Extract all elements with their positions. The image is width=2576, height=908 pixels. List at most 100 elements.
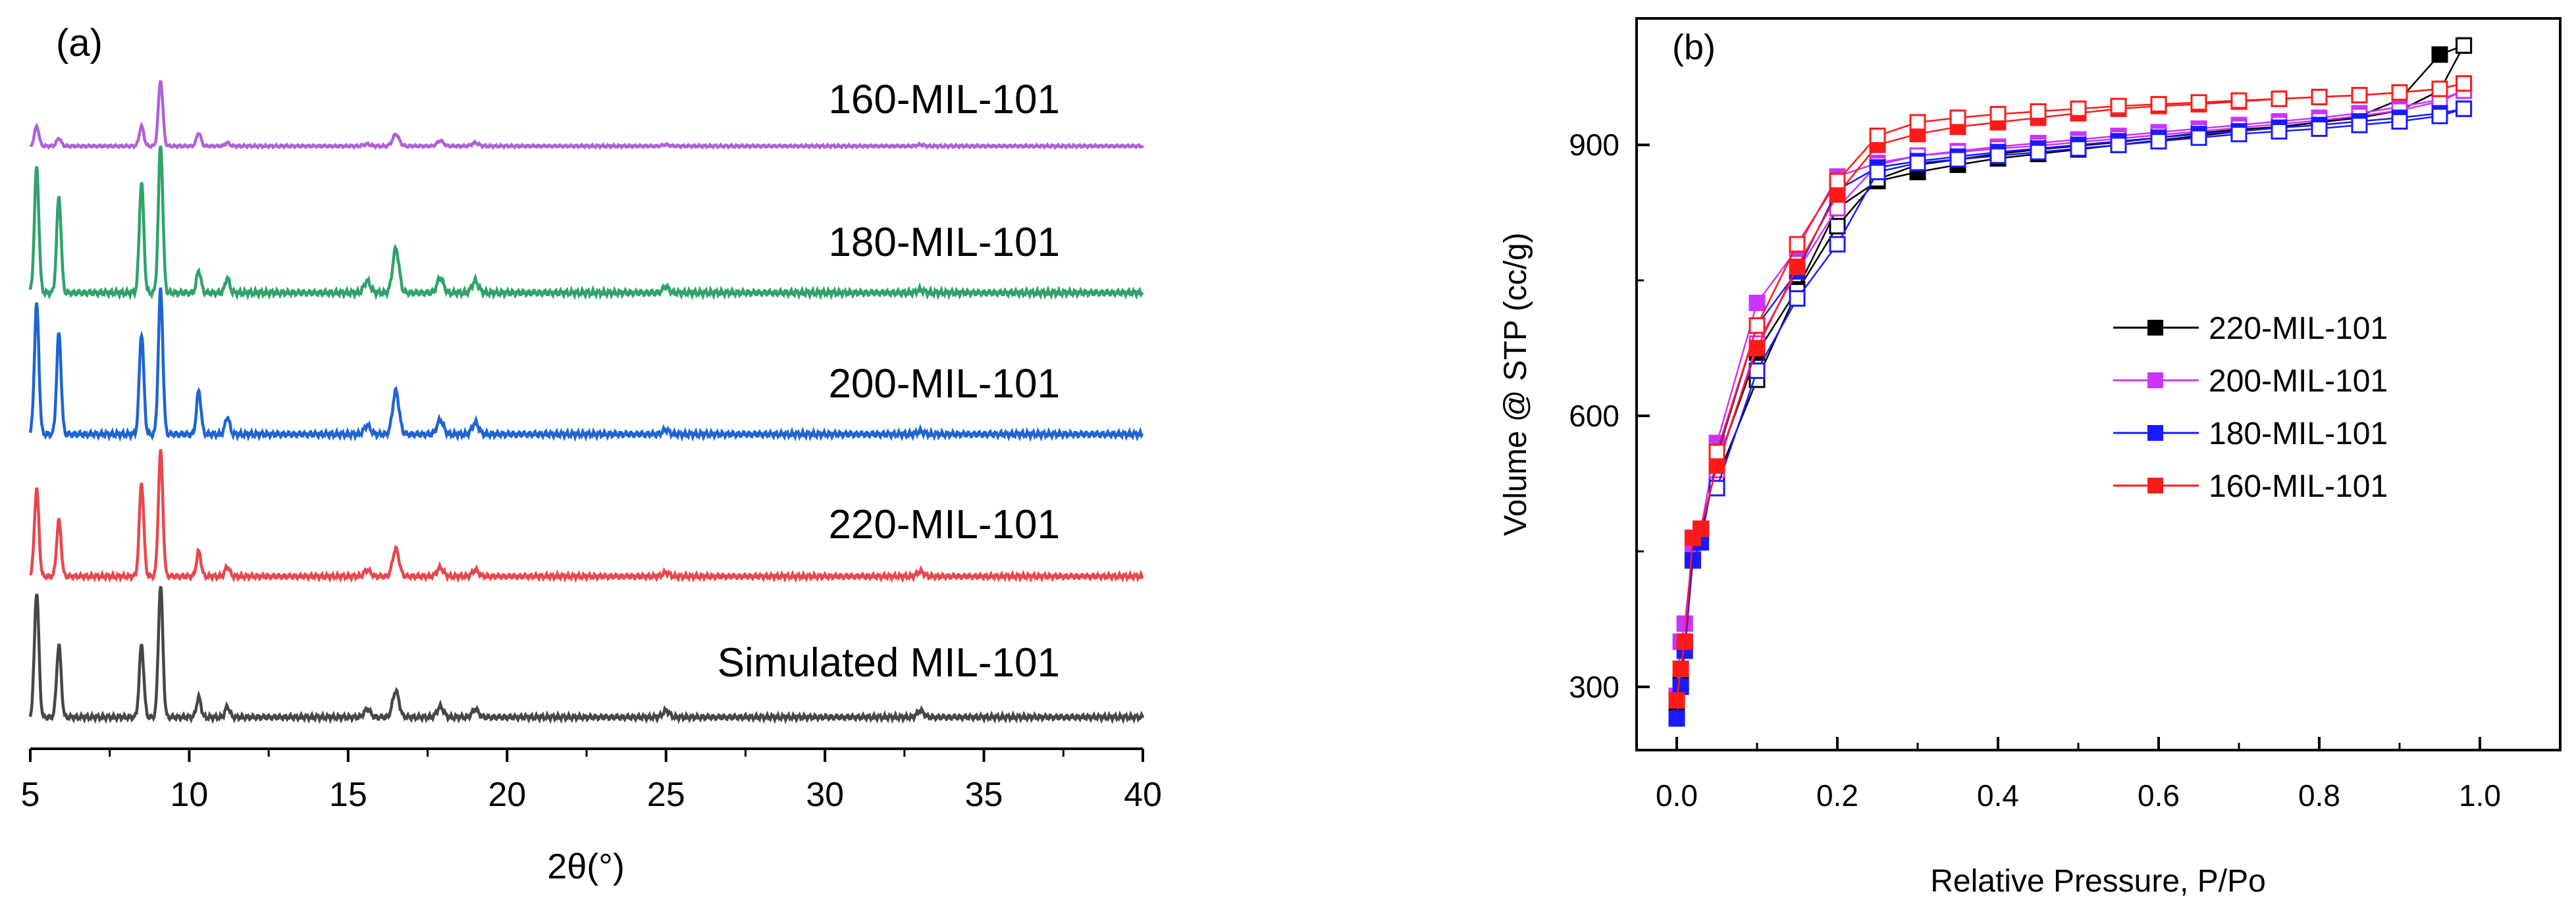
desorption-point [2150, 95, 2167, 113]
desorption-point [2070, 100, 2087, 117]
legend-marker [2147, 425, 2163, 441]
xrd-pattern-label: 180-MIL-101 [828, 220, 1060, 265]
panel-b-x-tick-label: 0.6 [2138, 778, 2180, 813]
xrd-pattern-line [28, 287, 1144, 442]
panel-b-y-tick-label: 600 [1569, 399, 1619, 433]
desorption-point [2456, 37, 2473, 54]
legend-label: 220-MIL-101 [2209, 311, 2388, 346]
panel-a-x-tick-label: 35 [965, 776, 1003, 814]
legend-label: 160-MIL-101 [2209, 469, 2388, 504]
desorption-point [2456, 100, 2473, 117]
xrd-pattern-label: 160-MIL-101 [828, 77, 1060, 122]
desorption-point [1829, 236, 1846, 253]
legend-marker [2147, 372, 2163, 388]
desorption-point [2150, 133, 2167, 150]
desorption-point [2311, 120, 2328, 137]
isotherm-series [1668, 100, 2473, 727]
panel-a-x-tick-label: 30 [806, 776, 844, 814]
panel-b-x-tick-label: 0.8 [2298, 778, 2340, 813]
adsorption-point [2431, 46, 2448, 63]
desorption-point [2431, 80, 2448, 97]
desorption-point [2431, 107, 2448, 124]
panel-b-x-tick-label: 0.0 [1656, 778, 1698, 813]
adsorption-point [1748, 294, 1766, 311]
legend-marker [2147, 320, 2163, 336]
desorption-point [2391, 113, 2408, 130]
desorption-point [1949, 109, 1966, 126]
panel-a-series-labels: Simulated MIL-101 220-MIL-101 200-MIL-101 1… [718, 77, 1060, 686]
desorption-point [1829, 172, 1846, 189]
desorption-point [2311, 88, 2328, 105]
desorption-point [2271, 90, 2288, 107]
desorption-point [1748, 362, 1766, 379]
panel-b-isotherm: (b) 0.0 0.2 0.4 0.6 0.8 1.0 300 600 900 220-MIL-… [1498, 17, 2562, 899]
panel-a-series [28, 80, 1145, 724]
xrd-pattern-label: Simulated MIL-101 [718, 640, 1060, 686]
panel-b-label: (b) [1672, 28, 1716, 67]
xrd-pattern-line [29, 449, 1144, 584]
desorption-point [1748, 317, 1766, 334]
adsorption-line [1675, 108, 2464, 719]
adsorption-point [1789, 259, 1806, 276]
adsorption-point [1676, 615, 1693, 632]
desorption-point [1909, 155, 1926, 172]
adsorption-point [1668, 692, 1685, 709]
desorption-point [2271, 123, 2288, 140]
panel-a-x-tick-label: 20 [488, 776, 526, 814]
desorption-point [1829, 218, 1846, 235]
panel-a-x-tick-label: 40 [1124, 776, 1162, 814]
adsorption-point [1672, 678, 1689, 695]
desorption-point [1909, 114, 1926, 131]
panel-b-x-axis-label: Relative Pressure, P/Po [1930, 864, 2266, 899]
desorption-point [2230, 92, 2247, 109]
desorption-point [1708, 443, 1725, 461]
desorption-point [2110, 97, 2127, 114]
desorption-point [2190, 94, 2207, 111]
panel-b-y-tick-label: 300 [1569, 670, 1619, 704]
desorption-point [2190, 129, 2207, 146]
panel-b-x-tick-label: 0.2 [1816, 778, 1858, 813]
xrd-pattern-line [29, 80, 1144, 150]
legend-item: 200-MIL-101 [2113, 364, 2388, 399]
adsorption-point [1684, 552, 1701, 569]
desorption-point [1789, 290, 1806, 307]
xrd-pattern-label: 200-MIL-101 [828, 361, 1060, 407]
panel-a-x-ticks: 5 10 15 20 25 30 35 40 [21, 749, 1162, 814]
panel-a-x-axis-label: 2θ(°) [547, 847, 625, 886]
panel-b-y-axis-label: Volume @ STP (cc/g) [1498, 232, 1533, 536]
desorption-point [1708, 480, 1725, 497]
adsorption-point [1672, 660, 1689, 677]
desorption-point [2030, 143, 2047, 161]
desorption-point [1789, 236, 1806, 253]
legend-item: 220-MIL-101 [2113, 311, 2388, 346]
legend-item: 160-MIL-101 [2113, 469, 2388, 504]
panel-b-frame [1635, 17, 2562, 751]
legend-marker [2147, 478, 2163, 493]
panel-a-x-tick-label: 25 [647, 776, 685, 814]
legend-label: 180-MIL-101 [2209, 416, 2388, 451]
isotherm-series [1668, 75, 2473, 709]
panel-b-series [1668, 37, 2473, 727]
desorption-point [1869, 163, 1886, 180]
legend-label: 200-MIL-101 [2209, 364, 2388, 399]
desorption-point [1869, 127, 1886, 144]
panel-b-y-tick-label: 900 [1569, 128, 1619, 162]
desorption-point [2456, 75, 2473, 92]
panel-b-x-tick-label: 0.4 [1977, 778, 2019, 813]
desorption-point [2030, 103, 2047, 120]
panel-a-x-tick-label: 5 [21, 776, 40, 814]
desorption-point [1949, 151, 1966, 168]
adsorption-point [1693, 520, 1710, 538]
panel-a-xrd: (a) 5 10 15 20 25 30 35 40 Simulated MIL-101 220… [21, 22, 1162, 886]
legend-item: 180-MIL-101 [2113, 416, 2388, 451]
adsorption-point [1708, 457, 1725, 474]
desorption-point [2391, 84, 2408, 101]
desorption-point [2110, 136, 2127, 153]
panel-a-x-tick-label: 10 [171, 776, 209, 814]
desorption-point [2230, 126, 2247, 143]
desorption-point [2351, 116, 2368, 134]
xrd-pattern-line [28, 145, 1144, 301]
xrd-pattern-label: 220-MIL-101 [828, 502, 1060, 547]
adsorption-point [1668, 710, 1685, 727]
